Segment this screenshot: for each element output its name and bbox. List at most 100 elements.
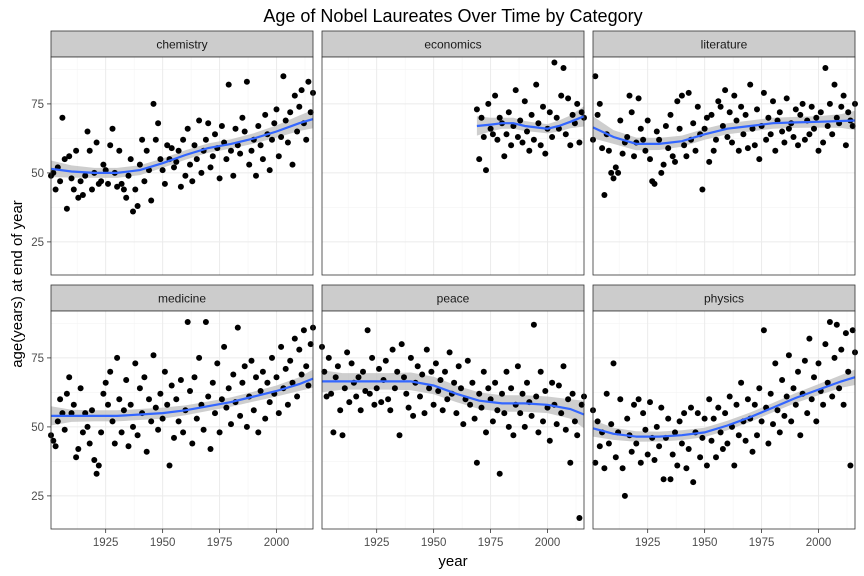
data-point [751,142,758,149]
data-point [770,98,776,105]
data-point [248,147,255,154]
data-point [660,476,667,483]
data-point [542,388,549,394]
data-point [526,147,533,154]
data-point [187,388,193,394]
data-point [706,158,713,165]
data-point [177,183,184,190]
data-point [519,139,526,146]
data-point [139,136,146,143]
data-point [212,410,218,417]
data-point [173,158,180,165]
data-point [669,451,676,458]
data-point [467,401,474,408]
data-point [833,321,840,328]
data-point [546,437,553,444]
data-point [838,346,845,353]
data-point [209,153,216,160]
data-point [307,341,314,348]
data-point [230,371,237,378]
data-point [731,462,738,469]
data-point [458,385,464,392]
data-point [282,365,289,372]
data-point [255,123,262,129]
data-point [100,390,107,397]
data-point [790,385,797,392]
data-point [496,114,503,121]
data-point [223,404,230,411]
data-point [68,410,75,417]
data-point [212,131,218,138]
data-point [63,390,70,397]
data-point [628,109,635,116]
data-point [660,161,667,168]
data-point [164,401,171,408]
data-point [84,128,91,135]
data-point [674,462,681,469]
data-point [91,457,98,463]
data-point [596,443,603,450]
data-point [155,120,162,127]
data-point [369,354,376,361]
data-point [517,410,524,417]
strip-physics [592,284,856,312]
data-point [225,385,232,392]
panel-border [50,56,314,276]
data-point [216,429,223,436]
data-point [549,379,556,386]
data-point [332,374,339,381]
data-point [642,426,649,433]
data-point [376,365,382,372]
data-point [114,183,121,190]
data-point [378,399,385,406]
data-point [105,401,111,408]
data-point [123,194,130,201]
data-point [667,111,674,118]
data-point [259,368,266,375]
data-point [205,120,212,127]
data-point [505,423,512,430]
data-point [610,360,617,367]
data-point [264,379,271,386]
data-point [451,379,458,386]
data-point [239,379,246,386]
smooth-line-peace [322,380,585,416]
data-point [528,111,535,118]
data-point [724,134,731,140]
data-point [52,186,59,193]
data-point [790,134,797,140]
data-point [540,103,546,110]
x-tick-label: 1950 [692,537,718,549]
data-point [100,161,107,168]
data-point [612,164,619,171]
data-point [754,106,760,113]
data-point [241,363,248,370]
data-point [59,114,66,121]
data-point [483,429,489,436]
data-point [815,360,822,367]
data-point [225,81,232,88]
data-point [57,396,64,403]
data-point [63,205,70,212]
y-tick-label: 75 [31,353,44,365]
data-point [783,95,790,102]
data-point [631,401,637,408]
data-point [102,379,109,386]
data-point [617,396,624,403]
data-point [346,399,353,406]
data-point [168,145,175,152]
data-point [533,81,540,88]
data-point [250,407,257,414]
data-point [155,426,162,433]
data-point [84,423,91,430]
data-point [560,363,567,370]
data-point [683,153,690,160]
data-point [783,393,790,400]
strip-label-literature: literature [701,38,748,52]
data-point [822,341,829,348]
data-point [136,161,143,168]
data-point [202,319,209,325]
data-point [735,432,742,439]
data-point [132,186,139,193]
data-point [275,410,282,417]
